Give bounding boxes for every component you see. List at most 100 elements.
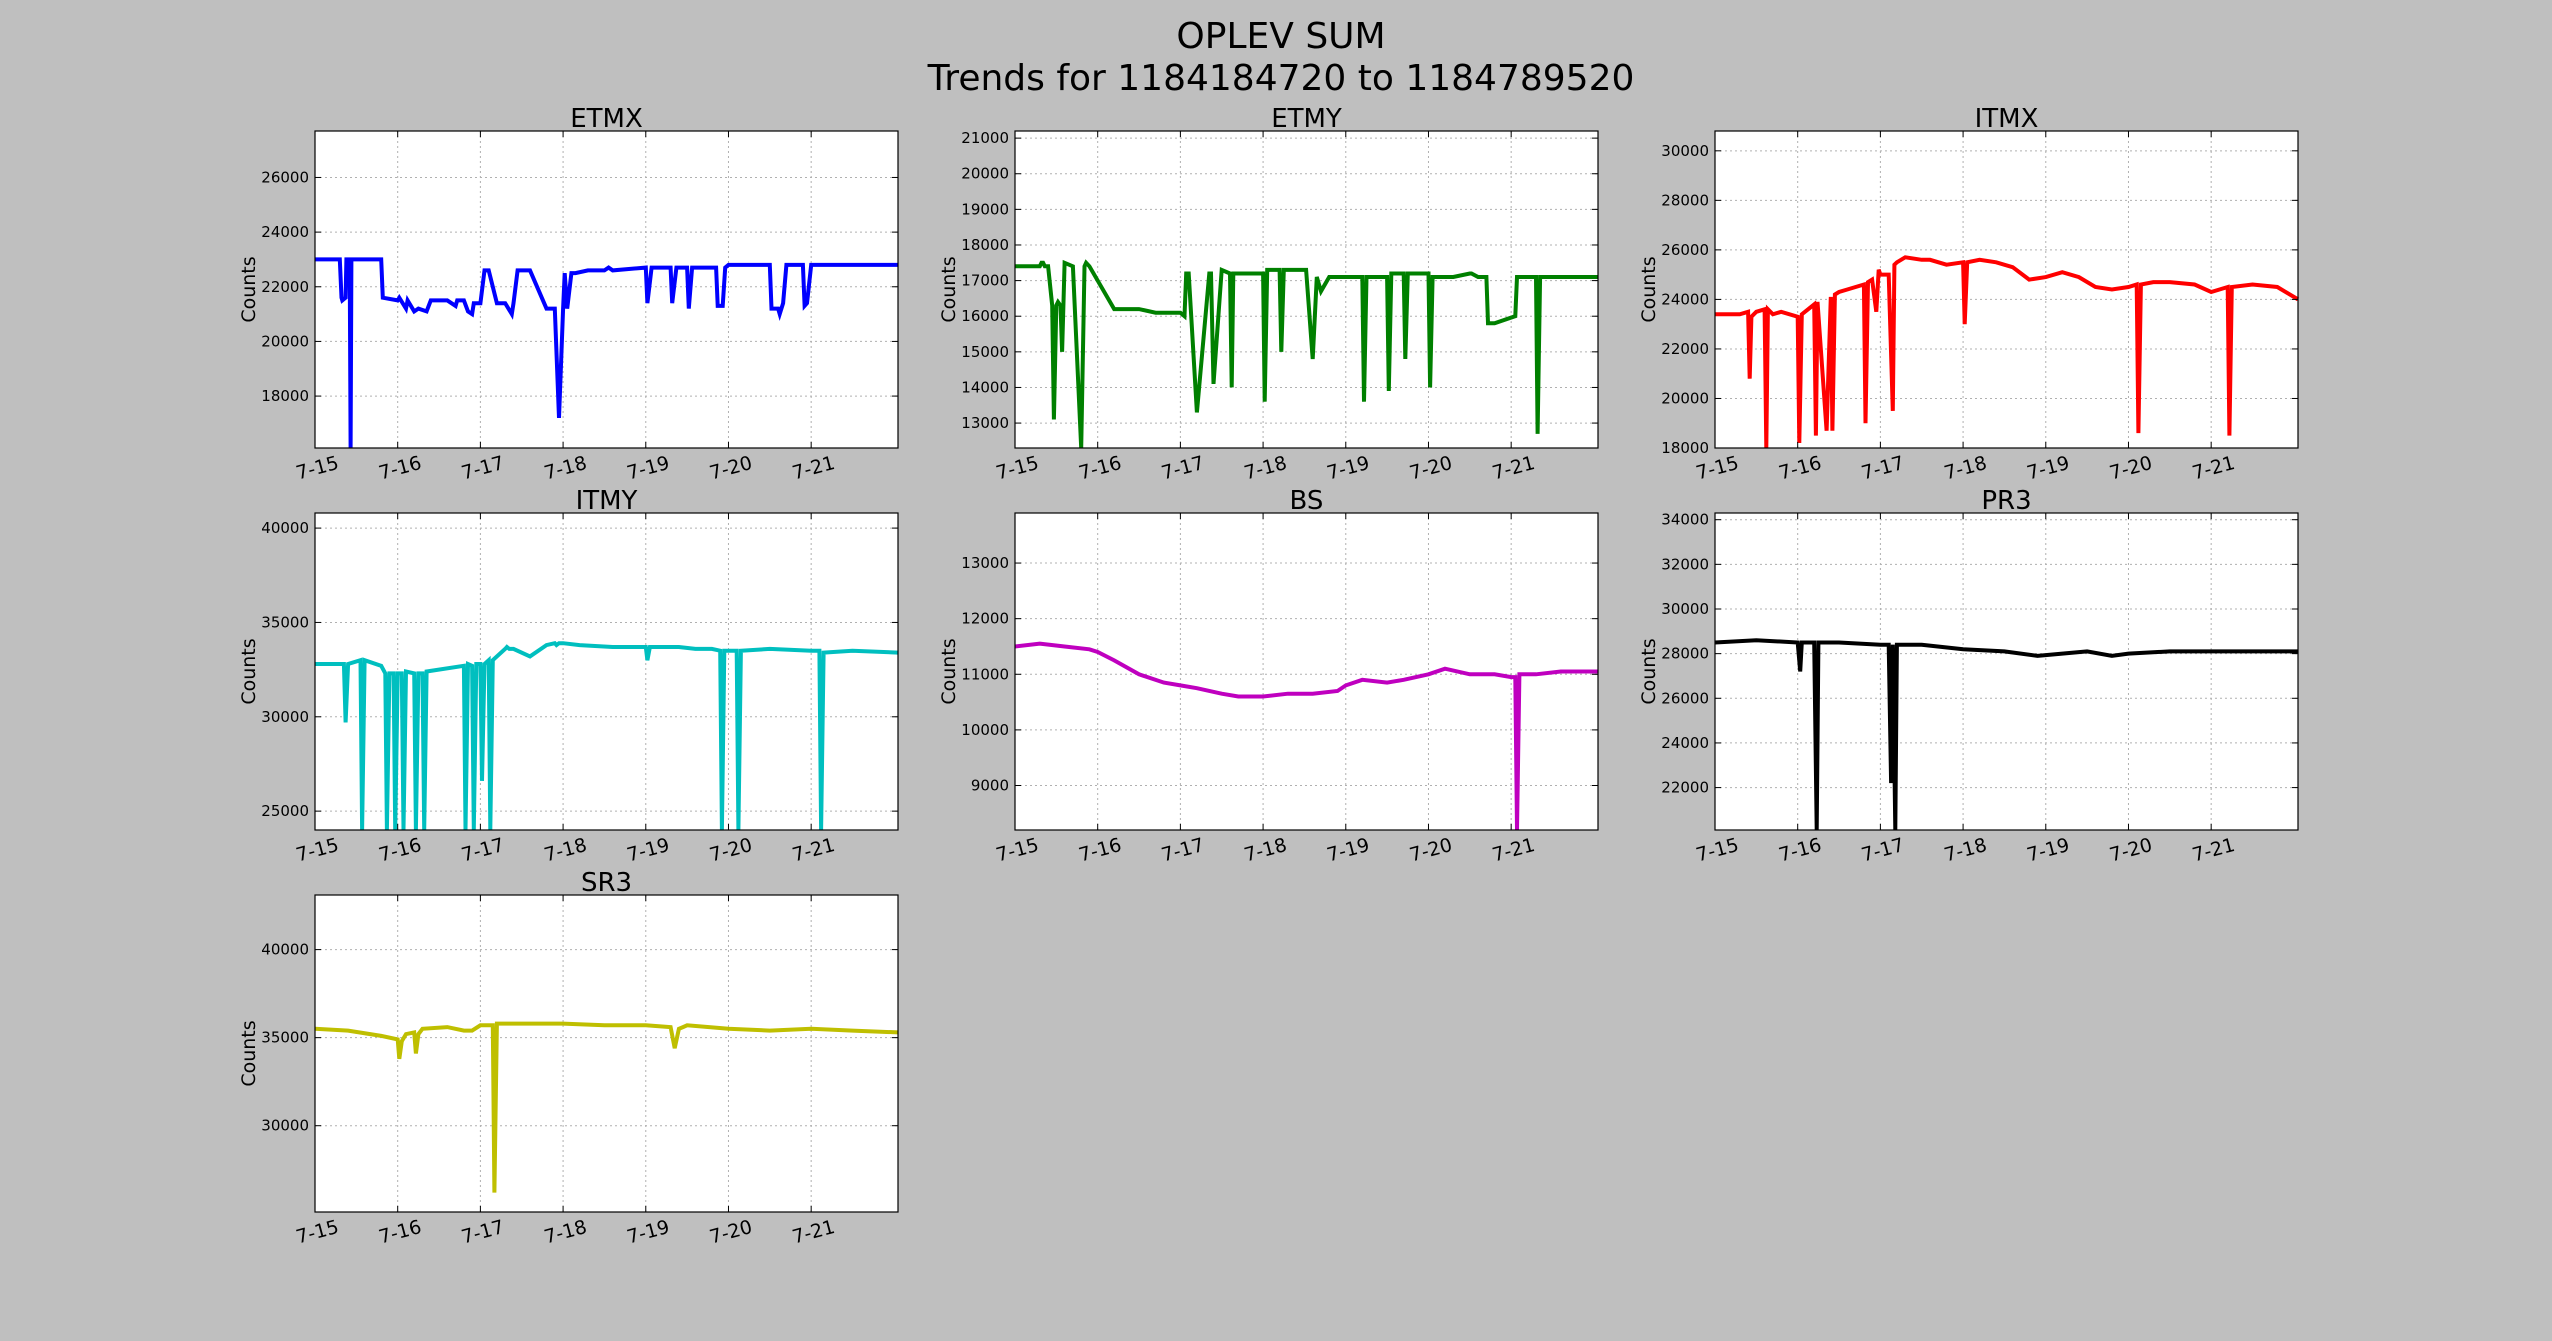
y-axis-label: Counts (238, 256, 260, 322)
y-tick-label: 40000 (261, 941, 309, 959)
y-tick-label: 22000 (261, 278, 309, 296)
x-tick-label: 7-19 (2025, 834, 2072, 866)
y-tick-label: 9000 (971, 777, 1009, 795)
x-tick-label: 7-19 (625, 452, 672, 484)
x-tick-label: 7-17 (459, 1216, 506, 1248)
subplot-title: ETMY (1271, 104, 1342, 134)
y-tick-label: 28000 (1661, 191, 1709, 209)
y-tick-label: 16000 (961, 307, 1009, 325)
x-tick-label: 7-20 (2107, 452, 2154, 484)
plot-area (315, 131, 898, 448)
series-line (315, 257, 898, 449)
x-tick-label: 7-15 (294, 834, 341, 866)
series-line (1714, 638, 2298, 831)
x-tick-label: 7-18 (1942, 834, 1989, 866)
x-tick-label: 7-19 (625, 834, 672, 866)
x-tick-label: 7-18 (542, 834, 589, 866)
y-tick-label: 18000 (1661, 439, 1709, 457)
x-tick-label: 7-21 (790, 452, 837, 484)
y-tick-label: 15000 (961, 343, 1009, 361)
x-tick-label: 7-21 (790, 1216, 837, 1248)
plot-frame (314, 894, 899, 1213)
plot-frame (314, 130, 899, 449)
plot-frame (1014, 130, 1599, 449)
x-tick-label: 7-17 (459, 834, 506, 866)
x-tick-label: 7-20 (1407, 834, 1454, 866)
subplot-etmy: 7-15 7-16 7-17 7-18 7-19 7-20 7-21 13000 14000 15… (938, 104, 1599, 484)
y-tick-label: 17000 (961, 272, 1009, 290)
plot-frame (1014, 512, 1599, 831)
y-tick-label: 28000 (1661, 645, 1709, 663)
figure-title: OPLEV SUM (1176, 16, 1386, 57)
x-tick-label: 7-17 (459, 452, 506, 484)
x-tick-label: 7-16 (1776, 452, 1823, 484)
y-tick-label: 26000 (1661, 241, 1709, 259)
x-tick-label: 7-21 (1490, 834, 1537, 866)
subplot-bs: 7-15 7-16 7-17 7-18 7-19 7-20 7-21 9000 10000 110… (938, 486, 1599, 866)
subplot-title: ETMX (570, 104, 643, 134)
y-tick-label: 34000 (1661, 511, 1709, 529)
series-line (1715, 255, 2300, 449)
y-tick-label: 10000 (961, 721, 1009, 739)
x-tick-label: 7-17 (1159, 834, 1206, 866)
plot-area (1715, 513, 2298, 830)
y-tick-label: 12000 (961, 610, 1009, 628)
y-tick-label: 13000 (961, 554, 1009, 572)
x-tick-label: 7-19 (1325, 452, 1372, 484)
y-tick-label: 18000 (961, 236, 1009, 254)
x-tick-label: 7-20 (707, 452, 754, 484)
subplot-title: PR3 (1981, 486, 2031, 516)
plot-frame (1714, 130, 2299, 449)
y-axis-label: Counts (238, 1020, 260, 1086)
x-tick-label: 7-16 (376, 452, 423, 484)
x-tick-label: 7-15 (294, 1216, 341, 1248)
series-line (314, 1021, 899, 1193)
subplot-title: ITMY (576, 486, 638, 516)
y-tick-label: 26000 (1661, 689, 1709, 707)
x-tick-label: 7-20 (2107, 834, 2154, 866)
x-tick-label: 7-21 (1490, 452, 1537, 484)
y-axis-label: Counts (238, 638, 260, 704)
x-tick-label: 7-21 (2190, 834, 2237, 866)
x-tick-label: 7-16 (376, 834, 423, 866)
x-tick-label: 7-18 (542, 1216, 589, 1248)
x-tick-label: 7-15 (994, 834, 1041, 866)
x-tick-label: 7-20 (707, 834, 754, 866)
x-tick-label: 7-20 (707, 1216, 754, 1248)
plot-frame (314, 512, 899, 831)
x-tick-label: 7-16 (1076, 834, 1123, 866)
x-tick-label: 7-19 (625, 1216, 672, 1248)
y-tick-label: 21000 (961, 129, 1009, 147)
subplot-itmy: 7-15 7-16 7-17 7-18 7-19 7-20 7-21 25000 30000 35… (238, 486, 899, 866)
x-tick-label: 7-18 (1942, 452, 1989, 484)
y-tick-label: 14000 (961, 378, 1009, 396)
x-tick-label: 7-17 (1859, 834, 1906, 866)
x-tick-label: 7-15 (294, 452, 341, 484)
plot-area (315, 895, 898, 1212)
x-tick-label: 7-15 (1694, 834, 1741, 866)
x-tick-label: 7-17 (1159, 452, 1206, 484)
y-tick-label: 20000 (1661, 389, 1709, 407)
y-axis-label: Counts (1638, 256, 1660, 322)
y-tick-label: 30000 (261, 708, 309, 726)
x-tick-label: 7-16 (376, 1216, 423, 1248)
x-tick-label: 7-18 (1242, 452, 1289, 484)
x-tick-label: 7-18 (542, 452, 589, 484)
series-line (1015, 259, 1598, 449)
y-tick-label: 30000 (1661, 600, 1709, 618)
x-tick-label: 7-20 (1407, 452, 1454, 484)
subplot-title: BS (1290, 486, 1324, 516)
plot-area (1715, 131, 2298, 448)
y-tick-label: 22000 (1661, 340, 1709, 358)
y-tick-label: 22000 (1661, 779, 1709, 797)
x-tick-label: 7-19 (2025, 452, 2072, 484)
y-tick-label: 26000 (261, 168, 309, 186)
y-tick-label: 13000 (961, 414, 1009, 432)
x-tick-label: 7-19 (1325, 834, 1372, 866)
x-tick-label: 7-21 (790, 834, 837, 866)
y-tick-label: 24000 (261, 223, 309, 241)
y-tick-label: 35000 (261, 1029, 309, 1047)
y-tick-label: 19000 (961, 200, 1009, 218)
y-tick-label: 32000 (1661, 555, 1709, 573)
